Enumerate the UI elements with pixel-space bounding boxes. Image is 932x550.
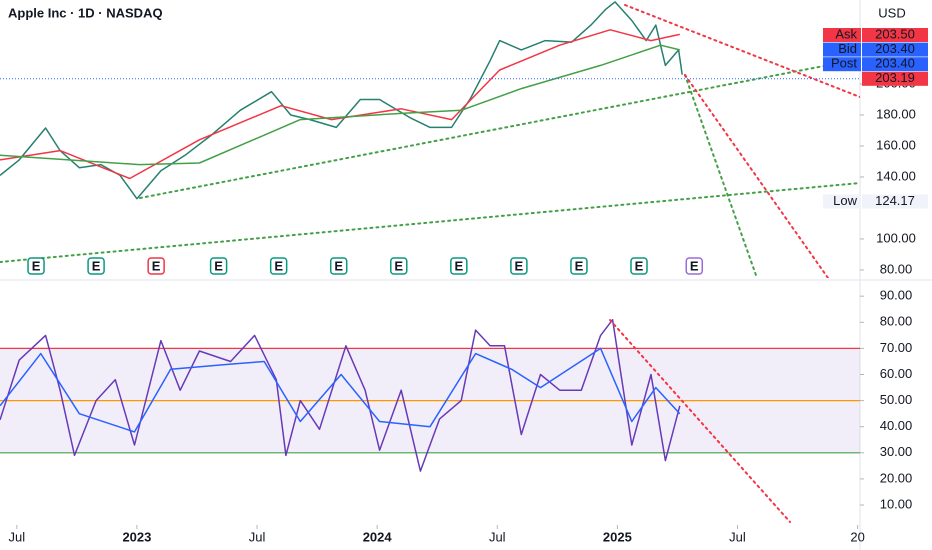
y-tick-label: 90.00	[880, 288, 913, 303]
y-tick-label: 80.00	[880, 314, 913, 329]
y-tick-label: 30.00	[880, 444, 913, 459]
trendline	[139, 58, 860, 199]
quote-label: Bid	[838, 41, 857, 56]
series-line	[0, 29, 680, 180]
event-label: E	[690, 258, 699, 273]
event-badge	[390, 257, 408, 275]
quote-label-bg	[823, 57, 861, 72]
event-badge	[269, 257, 288, 275]
series-line	[0, 44, 680, 166]
event-badge	[630, 257, 648, 275]
quote-value: 203.40	[875, 56, 915, 71]
quote-label: Low	[833, 193, 857, 208]
event-label: E	[454, 258, 463, 273]
event-label: E	[274, 258, 283, 273]
event-label: E	[92, 258, 101, 273]
quote-value-bg	[862, 194, 928, 209]
event-label: E	[575, 258, 584, 273]
event-label: E	[515, 258, 524, 273]
y-tick-label: 140.00	[876, 168, 916, 183]
y-tick-label: 50.00	[880, 392, 913, 407]
x-tick-label: 2025	[603, 529, 632, 544]
y-tick-label: 70.00	[880, 340, 913, 355]
y-tick-label: 20.00	[880, 470, 913, 485]
trendlines	[0, 4, 860, 278]
quote-value: 203.19	[875, 70, 915, 85]
trendline	[684, 74, 758, 278]
event-label: E	[394, 258, 403, 273]
quote-label: Ask	[835, 26, 857, 41]
y-tick-label: 100.00	[876, 230, 916, 245]
y-tick-label: 10.00	[880, 496, 913, 511]
x-tick-label: 2023	[122, 529, 151, 544]
quote-value-bg	[862, 42, 928, 57]
x-tick-label: Jul	[249, 529, 266, 544]
currency: USD	[878, 5, 905, 20]
series-line	[0, 318, 681, 472]
event-label: E	[334, 258, 343, 273]
event-badge	[570, 257, 588, 275]
event-label: E	[152, 258, 161, 273]
quote-value: 124.17	[875, 193, 915, 208]
quote-label-bg	[823, 194, 861, 209]
quote-label-bg	[823, 28, 861, 42]
event-badge	[209, 257, 228, 275]
x-tick-label: Jul	[489, 529, 506, 544]
quote-label-bg	[823, 42, 861, 57]
y-tick-label: 60.00	[880, 366, 913, 381]
event-label: E	[32, 258, 41, 273]
pane	[0, 1, 683, 200]
x-tick-label: Jul	[729, 529, 746, 544]
x-tick-label: Jul	[9, 529, 26, 544]
x-tick-label: 2024	[363, 529, 393, 544]
quote-value-bg	[862, 71, 928, 86]
event-label: E	[214, 258, 223, 273]
series-line	[0, 1, 683, 200]
chart-title: Apple Inc · 1D · NASDAQ	[8, 5, 163, 20]
event-badge	[27, 257, 45, 275]
y-tick-label: 80.00	[880, 261, 913, 276]
trendline	[684, 74, 829, 278]
y-tick-label: 40.00	[880, 418, 913, 433]
event-badge	[450, 257, 468, 275]
quote-value-bg	[862, 28, 928, 42]
event-label: E	[635, 258, 644, 273]
y-tick-label: 160.00	[876, 137, 916, 152]
x-tick-label: 20	[850, 529, 864, 544]
event-badge	[147, 257, 165, 275]
quote-label: Post	[831, 56, 857, 71]
quote-value: 203.50	[875, 26, 915, 41]
trendline	[0, 182, 860, 263]
quote-value-bg	[862, 57, 928, 72]
y-tick-label: 180.00	[876, 106, 916, 121]
trendline	[624, 4, 860, 98]
event-badge	[87, 257, 105, 275]
event-badge	[329, 257, 348, 275]
pane	[0, 318, 860, 472]
event-badge	[685, 257, 703, 275]
quote-value: 203.40	[875, 41, 915, 56]
event-badge	[510, 257, 528, 275]
series-line	[0, 347, 681, 433]
title-bg	[0, 0, 200, 28]
